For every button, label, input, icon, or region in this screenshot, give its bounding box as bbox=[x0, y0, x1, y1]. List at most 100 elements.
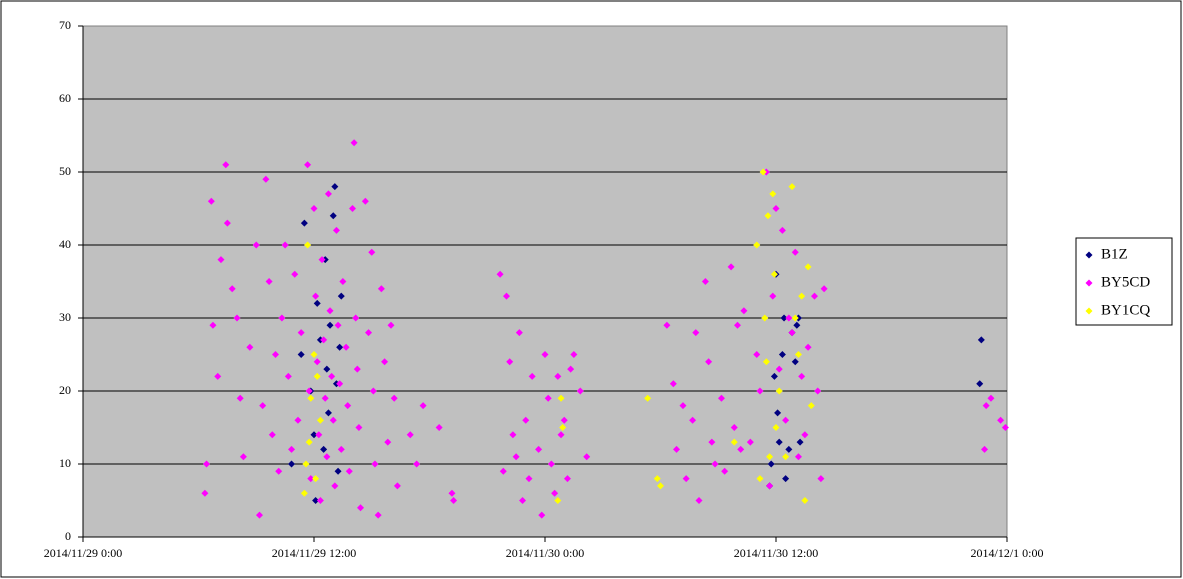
point bbox=[387, 321, 395, 329]
point bbox=[785, 314, 793, 322]
point bbox=[775, 365, 783, 373]
point bbox=[203, 460, 211, 468]
point bbox=[228, 285, 236, 293]
point bbox=[557, 394, 565, 402]
point bbox=[342, 343, 350, 351]
point bbox=[246, 343, 254, 351]
point bbox=[769, 190, 777, 198]
point bbox=[701, 278, 709, 285]
point bbox=[766, 482, 774, 490]
point bbox=[761, 314, 769, 322]
point bbox=[774, 409, 782, 417]
x-tick-label: 2014/11/30 0:00 bbox=[506, 546, 585, 560]
point bbox=[791, 314, 799, 322]
point bbox=[811, 292, 818, 300]
point bbox=[778, 351, 786, 358]
point bbox=[353, 365, 361, 373]
point bbox=[509, 431, 517, 439]
point bbox=[711, 460, 719, 468]
point bbox=[312, 475, 320, 483]
point bbox=[355, 424, 363, 431]
point bbox=[653, 475, 661, 483]
point bbox=[233, 314, 241, 322]
point bbox=[334, 467, 342, 475]
point bbox=[305, 387, 313, 395]
point bbox=[772, 205, 780, 212]
point bbox=[673, 445, 681, 453]
y-tick-label: 30 bbox=[59, 310, 71, 324]
point bbox=[782, 453, 790, 461]
point bbox=[321, 394, 329, 402]
point bbox=[294, 416, 302, 424]
point bbox=[793, 321, 801, 329]
point bbox=[535, 445, 543, 453]
point bbox=[657, 482, 664, 490]
point bbox=[804, 343, 812, 351]
point bbox=[756, 387, 764, 395]
point bbox=[547, 460, 555, 468]
point bbox=[689, 416, 697, 424]
point bbox=[448, 489, 456, 497]
point bbox=[349, 205, 356, 212]
point bbox=[332, 226, 340, 234]
point bbox=[734, 321, 741, 329]
y-tick-label: 70 bbox=[59, 18, 71, 32]
point bbox=[554, 372, 562, 380]
point bbox=[384, 438, 392, 446]
point bbox=[997, 416, 1005, 424]
point bbox=[377, 285, 385, 293]
point bbox=[522, 416, 530, 424]
point bbox=[772, 424, 780, 431]
point bbox=[762, 358, 770, 366]
point bbox=[368, 248, 376, 256]
point bbox=[374, 511, 382, 519]
x-tick-label: 2014/11/30 12:00 bbox=[734, 546, 819, 560]
point bbox=[801, 431, 809, 439]
point bbox=[393, 482, 401, 490]
point bbox=[708, 438, 716, 446]
point bbox=[310, 205, 318, 212]
point bbox=[281, 241, 289, 249]
point bbox=[310, 431, 318, 439]
point bbox=[297, 329, 305, 337]
point bbox=[300, 219, 308, 227]
point bbox=[804, 263, 812, 271]
legend-items: B1Z BY5CD BY1CQ bbox=[1085, 246, 1150, 318]
point bbox=[583, 453, 591, 461]
point bbox=[682, 475, 690, 483]
point bbox=[766, 453, 774, 461]
point bbox=[318, 256, 326, 264]
point bbox=[307, 394, 315, 402]
point bbox=[316, 416, 324, 424]
point bbox=[435, 424, 443, 431]
point bbox=[262, 175, 270, 183]
legend-marker bbox=[1085, 279, 1093, 287]
point bbox=[313, 372, 321, 380]
point bbox=[339, 278, 347, 285]
point bbox=[312, 497, 320, 504]
point bbox=[791, 248, 799, 256]
point bbox=[782, 416, 790, 424]
point bbox=[753, 351, 761, 358]
point bbox=[981, 445, 989, 453]
point bbox=[313, 358, 321, 366]
point bbox=[278, 314, 286, 322]
point bbox=[756, 475, 764, 483]
point bbox=[337, 292, 345, 300]
point bbox=[320, 336, 328, 344]
point bbox=[304, 161, 312, 169]
point bbox=[357, 504, 365, 512]
point bbox=[381, 358, 389, 366]
point bbox=[331, 482, 339, 490]
point bbox=[746, 438, 754, 446]
point bbox=[737, 445, 745, 453]
point bbox=[450, 497, 458, 504]
point bbox=[987, 394, 995, 402]
point bbox=[695, 497, 703, 504]
point bbox=[272, 351, 279, 358]
point bbox=[544, 394, 552, 402]
point bbox=[252, 241, 260, 249]
point bbox=[361, 197, 369, 205]
point bbox=[313, 299, 321, 307]
point bbox=[506, 358, 514, 366]
